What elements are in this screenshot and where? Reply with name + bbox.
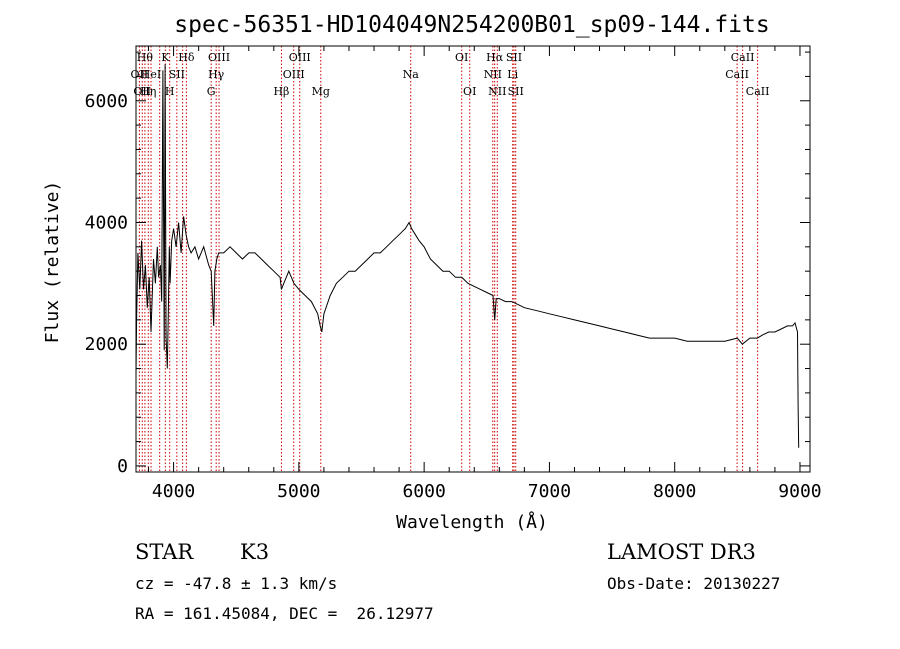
line-marker-label: Hη (140, 85, 156, 98)
survey-name: LAMOST DR3 (607, 540, 756, 564)
line-marker-label: OI (455, 51, 468, 64)
line-marker-label: OII (131, 68, 149, 81)
line-marker-label: OIII (283, 68, 305, 81)
line-marker-label: OIII (208, 51, 230, 64)
ra-dec-coordinates: RA = 161.45084, DEC = 26.12977 (135, 604, 434, 623)
x-tick-label: 5000 (277, 481, 320, 502)
line-marker-label: CaII (725, 68, 749, 81)
x-tick-label: 4000 (152, 481, 195, 502)
line-marker-label: NII (484, 68, 502, 81)
chart-title: spec-56351-HD104049N254200B01_sp09-144.f… (174, 12, 769, 38)
line-marker-label: OI (463, 85, 476, 98)
line-marker-label: SII (506, 51, 522, 64)
line-marker-label: HeI (141, 68, 161, 81)
line-marker-label: SII (508, 85, 524, 98)
line-marker-label: Hγ (208, 68, 225, 81)
spectral-line-markers (138, 46, 759, 472)
line-marker-label: G (207, 85, 216, 98)
redshift-cz: cz = -47.8 ± 1.3 km/s (135, 574, 338, 593)
y-axis-label: Flux (relative) (42, 181, 63, 344)
line-marker-label: Na (403, 68, 420, 81)
x-tick-label: 7000 (528, 481, 571, 502)
spectrum-line (135, 64, 800, 448)
x-tick-label: 8000 (653, 481, 696, 502)
observation-date: Obs-Date: 20130227 (607, 574, 781, 593)
y-tick-label: 6000 (85, 91, 128, 112)
x-axis-label: Wavelength (Å) (396, 511, 548, 533)
line-marker-label: CaII (746, 85, 770, 98)
line-marker-label: NII (488, 85, 506, 98)
line-marker-label: H (165, 85, 175, 98)
x-axis-ticks: 4000 5000 6000 7000 8000 9000 (148, 46, 822, 502)
line-marker-label: SII (169, 68, 185, 81)
line-marker-label: Li (507, 68, 518, 81)
line-marker-label: Mg (312, 85, 330, 98)
line-marker-label: OIII (289, 51, 311, 64)
line-marker-label: OII (133, 85, 151, 98)
line-marker-label: Hα (486, 51, 504, 64)
line-marker-label: CaII (731, 51, 755, 64)
object-subclass: K3 (240, 540, 270, 564)
line-marker-label: K (161, 51, 170, 64)
line-marker-label: Hθ (137, 51, 154, 64)
y-tick-label: 4000 (85, 212, 128, 233)
y-axis-ticks: 0 2000 4000 6000 (85, 51, 810, 477)
line-marker-label: Hδ (178, 51, 195, 64)
line-marker-label: Hβ (273, 85, 289, 98)
x-tick-label: 6000 (402, 481, 445, 502)
plot-frame (135, 45, 811, 473)
object-class: STAR (135, 540, 194, 564)
y-tick-label: 2000 (85, 334, 128, 355)
x-tick-label: 9000 (778, 481, 821, 502)
y-tick-label: 0 (117, 456, 128, 477)
